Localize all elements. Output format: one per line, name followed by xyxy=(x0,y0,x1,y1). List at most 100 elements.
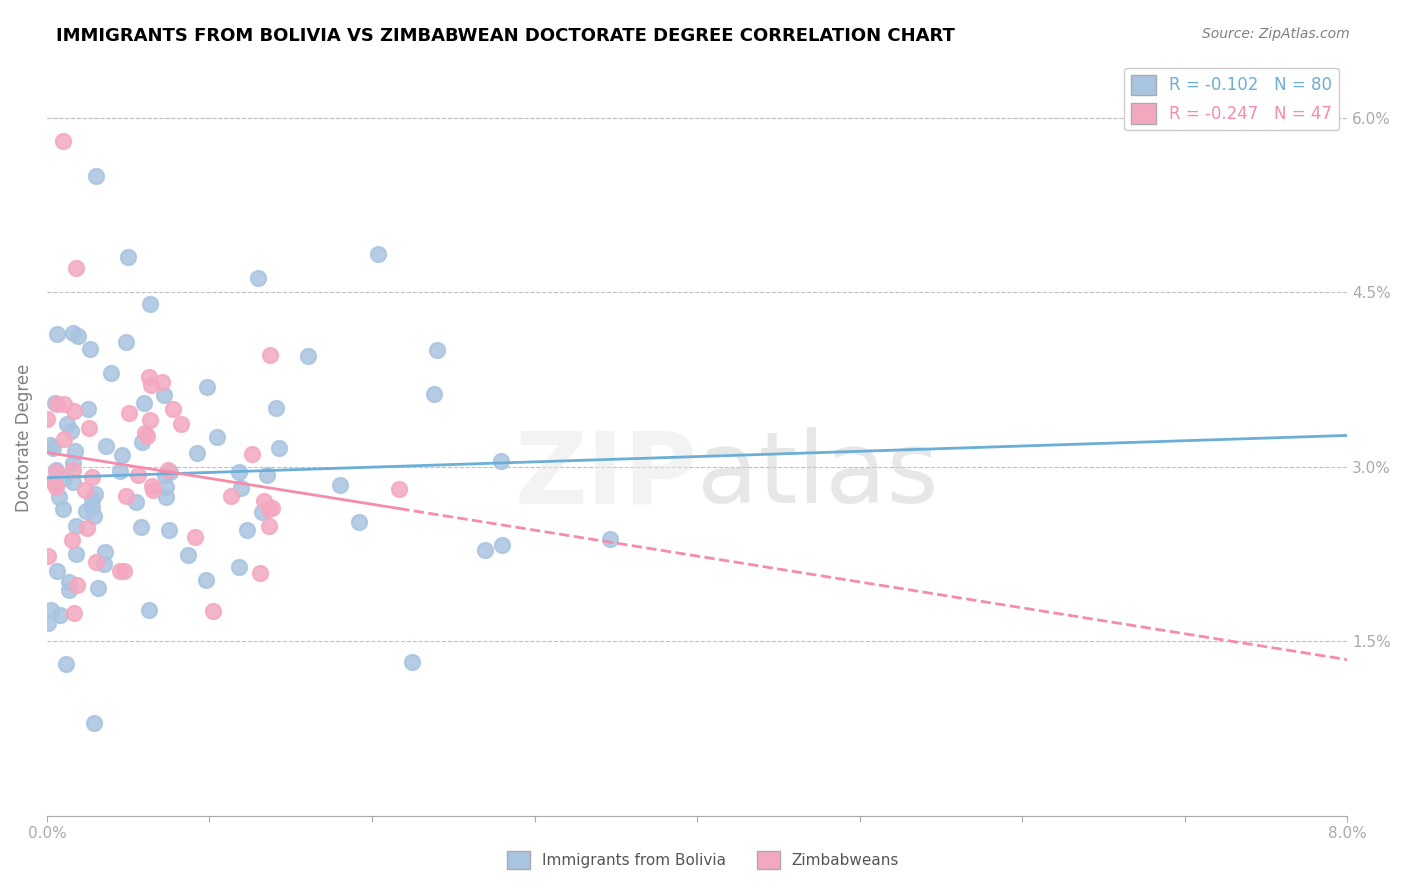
Point xyxy=(201,604,224,618)
Point xyxy=(93,557,115,571)
Point xyxy=(111,448,134,462)
Point xyxy=(44,396,66,410)
Point xyxy=(474,543,496,558)
Point xyxy=(62,326,84,341)
Point xyxy=(53,397,76,411)
Point xyxy=(53,433,76,447)
Point xyxy=(257,502,280,516)
Point xyxy=(37,615,59,630)
Point xyxy=(195,573,218,587)
Point xyxy=(65,443,87,458)
Point xyxy=(155,467,177,482)
Point xyxy=(250,505,273,519)
Point xyxy=(115,334,138,349)
Point xyxy=(60,424,83,438)
Point xyxy=(136,429,159,443)
Point xyxy=(42,441,65,455)
Point xyxy=(256,468,278,483)
Point xyxy=(117,251,139,265)
Point xyxy=(45,480,67,494)
Point xyxy=(80,470,103,484)
Point xyxy=(110,465,132,479)
Point xyxy=(62,456,84,470)
Point xyxy=(65,518,87,533)
Point xyxy=(246,270,269,285)
Point xyxy=(221,489,243,503)
Point xyxy=(229,481,252,495)
Point xyxy=(132,396,155,410)
Point xyxy=(55,417,77,431)
Point xyxy=(52,134,75,148)
Point xyxy=(37,412,59,426)
Point xyxy=(55,657,77,671)
Point xyxy=(75,504,97,518)
Point xyxy=(45,327,67,342)
Point xyxy=(253,494,276,508)
Point xyxy=(599,533,621,547)
Point xyxy=(80,500,103,514)
Point xyxy=(127,467,149,482)
Point xyxy=(155,480,177,494)
Point xyxy=(83,508,105,523)
Point xyxy=(45,462,67,476)
Point xyxy=(240,447,263,461)
Point xyxy=(426,343,449,358)
Point xyxy=(259,347,281,361)
Text: IMMIGRANTS FROM BOLIVIA VS ZIMBABWEAN DOCTORATE DEGREE CORRELATION CHART: IMMIGRANTS FROM BOLIVIA VS ZIMBABWEAN DO… xyxy=(56,27,955,45)
Point xyxy=(205,430,228,444)
Point xyxy=(46,397,69,411)
Point xyxy=(42,475,65,489)
Point xyxy=(80,492,103,507)
Point xyxy=(125,494,148,508)
Point xyxy=(228,559,250,574)
Point xyxy=(249,566,271,581)
Point xyxy=(52,471,75,485)
Point xyxy=(297,349,319,363)
Point xyxy=(52,501,75,516)
Point xyxy=(170,417,193,431)
Point xyxy=(266,401,288,416)
Point xyxy=(63,404,86,418)
Point xyxy=(157,523,180,537)
Point xyxy=(260,501,283,516)
Point xyxy=(139,297,162,311)
Point xyxy=(48,490,70,504)
Point xyxy=(49,607,72,622)
Point xyxy=(257,519,280,533)
Point xyxy=(79,342,101,356)
Point xyxy=(37,549,59,563)
Point xyxy=(141,479,163,493)
Point xyxy=(58,583,80,598)
Y-axis label: Doctorate Degree: Doctorate Degree xyxy=(15,364,32,512)
Point xyxy=(115,489,138,503)
Point xyxy=(45,465,67,479)
Point xyxy=(134,426,156,441)
Point xyxy=(46,564,69,578)
Point xyxy=(77,421,100,435)
Point xyxy=(84,555,107,569)
Text: Source: ZipAtlas.com: Source: ZipAtlas.com xyxy=(1202,27,1350,41)
Legend: Immigrants from Bolivia, Zimbabweans: Immigrants from Bolivia, Zimbabweans xyxy=(501,845,905,875)
Point xyxy=(76,521,98,535)
Point xyxy=(367,247,389,261)
Point xyxy=(66,328,89,343)
Point xyxy=(157,463,180,477)
Point xyxy=(84,169,107,183)
Point xyxy=(75,483,97,497)
Point xyxy=(142,483,165,497)
Point xyxy=(65,261,87,276)
Point xyxy=(58,574,80,589)
Point xyxy=(41,603,63,617)
Point xyxy=(84,487,107,501)
Point xyxy=(388,483,411,497)
Point xyxy=(129,519,152,533)
Point xyxy=(96,439,118,453)
Point xyxy=(131,435,153,450)
Point xyxy=(269,441,291,455)
Point xyxy=(236,523,259,537)
Point xyxy=(491,538,513,552)
Point xyxy=(329,478,352,492)
Point xyxy=(63,607,86,621)
Point xyxy=(38,438,60,452)
Point xyxy=(195,380,218,394)
